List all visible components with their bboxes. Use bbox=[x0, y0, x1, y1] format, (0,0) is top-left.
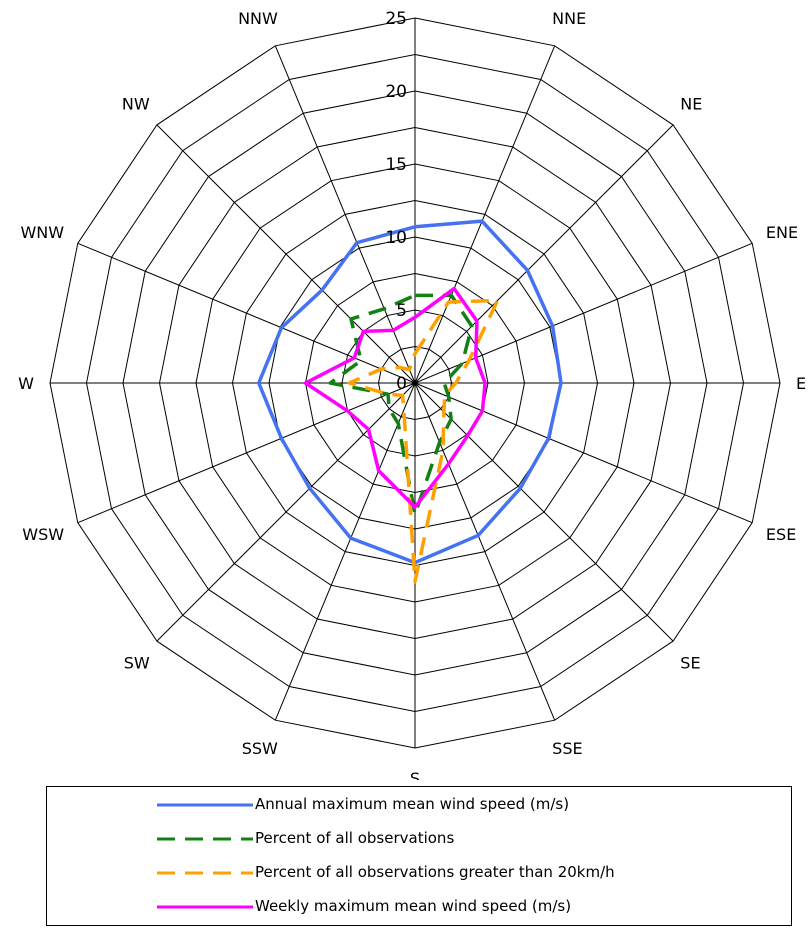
grid-spoke bbox=[414, 382, 753, 524]
grid-spoke bbox=[274, 382, 416, 721]
series-line-percent_20 bbox=[347, 298, 500, 584]
direction-label-nne: NNE bbox=[552, 9, 586, 28]
grid-spoke bbox=[77, 242, 416, 384]
grid-spoke bbox=[414, 45, 556, 384]
radar-chart: 0510152025NNNENEENEEESESESSESSSWSWWSWWWN… bbox=[18, 9, 806, 780]
direction-label-s: S bbox=[410, 769, 420, 780]
legend-label-annual: Annual maximum mean wind speed (m/s) bbox=[255, 795, 570, 813]
series-line-weekly bbox=[303, 286, 487, 509]
grid-spoke bbox=[414, 382, 674, 642]
legend-item-weekly: Weekly maximum mean wind speed (m/s) bbox=[47, 893, 791, 921]
radial-tick-label: 10 bbox=[385, 228, 407, 248]
legend-item-percent-20: Percent of all observations greater than… bbox=[47, 859, 791, 887]
direction-label-sse: SSE bbox=[552, 739, 582, 758]
direction-label-sw: SW bbox=[124, 653, 150, 672]
grid-spoke bbox=[77, 382, 416, 524]
legend-item-percent-all: Percent of all observations bbox=[47, 825, 791, 853]
grid-spoke bbox=[414, 382, 556, 721]
direction-label-wnw: WNW bbox=[20, 223, 64, 242]
direction-label-ne: NE bbox=[680, 95, 702, 114]
legend-label-weekly: Weekly maximum mean wind speed (m/s) bbox=[255, 897, 572, 915]
radial-tick-label: 15 bbox=[385, 155, 407, 175]
grid-spoke bbox=[274, 45, 416, 384]
legend: Annual maximum mean wind speed (m/s) Per… bbox=[46, 786, 792, 926]
direction-label-nnw: NNW bbox=[238, 9, 278, 28]
radar-grid bbox=[49, 17, 781, 749]
direction-label-nw: NW bbox=[122, 95, 150, 114]
legend-label-percent-20: Percent of all observations greater than… bbox=[255, 863, 615, 881]
series-layer bbox=[257, 219, 563, 584]
direction-label-e: E bbox=[796, 374, 806, 393]
legend-label-percent-all: Percent of all observations bbox=[255, 829, 455, 847]
direction-label-ssw: SSW bbox=[242, 739, 278, 758]
direction-label-w: W bbox=[18, 374, 34, 393]
radial-tick-label: 25 bbox=[385, 9, 407, 29]
direction-label-ene: ENE bbox=[766, 223, 798, 242]
radial-tick-label: 0 bbox=[396, 374, 407, 394]
grid-spoke bbox=[414, 242, 753, 384]
direction-label-wsw: WSW bbox=[22, 525, 64, 544]
radial-tick-label: 20 bbox=[385, 82, 407, 102]
label-layer: 0510152025NNNENEENEEESESESSESSSWSWWSWWWN… bbox=[18, 9, 806, 780]
grid-spoke bbox=[414, 124, 674, 384]
legend-item-annual: Annual maximum mean wind speed (m/s) bbox=[47, 791, 791, 819]
series-line-percent_all bbox=[328, 293, 474, 517]
direction-label-se: SE bbox=[680, 653, 700, 672]
radial-tick-label: 5 bbox=[396, 301, 407, 321]
grid-spoke bbox=[156, 382, 416, 642]
direction-label-ese: ESE bbox=[766, 525, 796, 544]
grid-spoke bbox=[156, 124, 416, 384]
